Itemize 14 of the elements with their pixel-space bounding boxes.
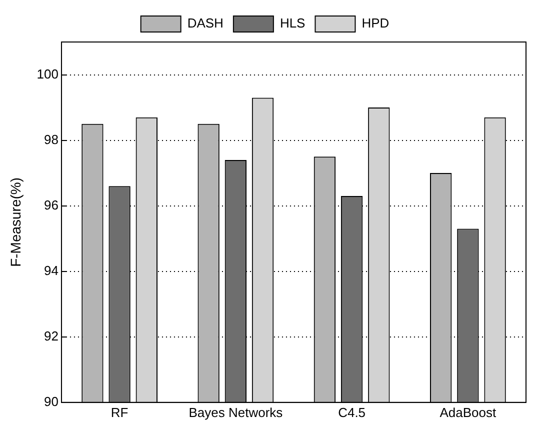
y-tick-label: 98	[44, 132, 58, 147]
y-tick-label: 90	[44, 394, 58, 409]
y-tick-label: 92	[44, 328, 58, 344]
x-tick-label: C4.5	[338, 404, 366, 420]
y-axis-title: F-Measure(%)	[7, 177, 24, 267]
x-tick-label: RF	[110, 404, 128, 420]
y-tick-label: 96	[44, 197, 58, 212]
legend-label: DASH	[187, 16, 224, 31]
y-tick-label: 94	[44, 262, 58, 278]
x-tick-label: Bayes Networks	[188, 404, 284, 420]
legend-label: HLS	[280, 16, 306, 31]
x-tick-label: AdaBoost	[440, 404, 497, 420]
legend-label: HPD	[362, 16, 390, 31]
y-tick-label: 100	[36, 66, 58, 82]
